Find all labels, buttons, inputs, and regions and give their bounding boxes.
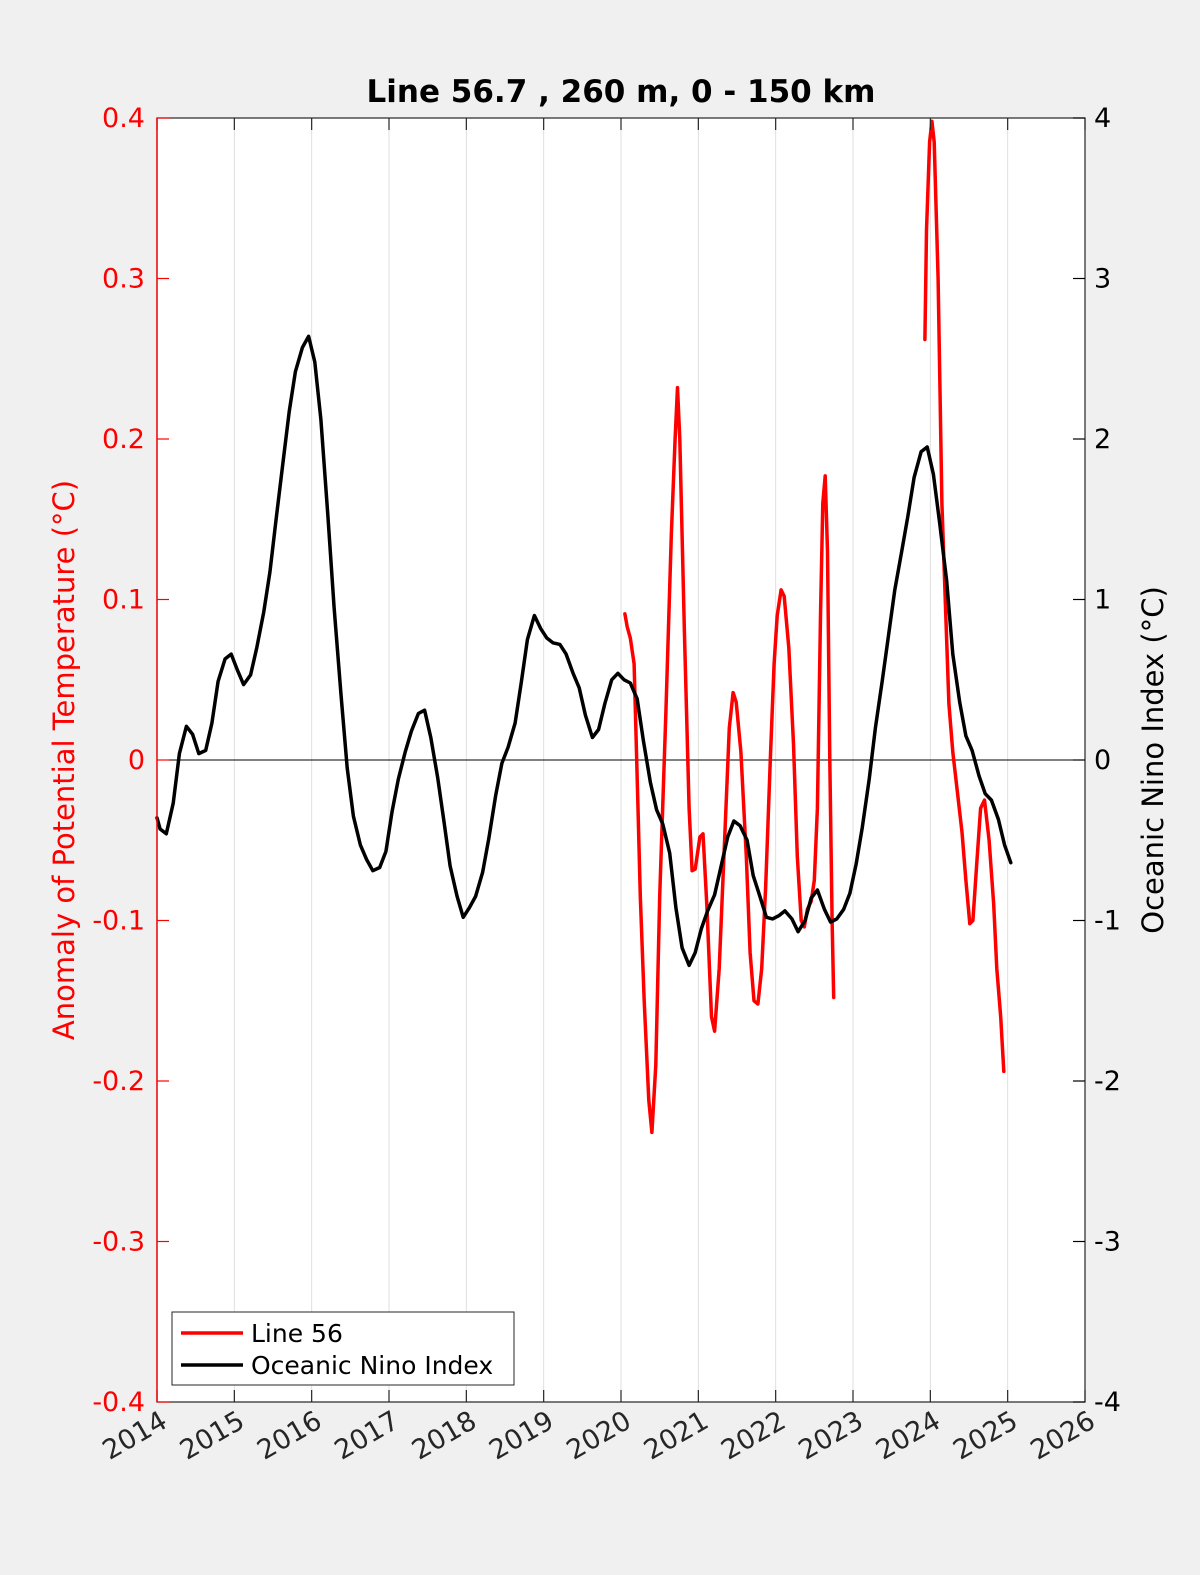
series-line56-segment-2	[923, 119, 1006, 1074]
y-left-tick-label: 0.3	[102, 264, 145, 295]
y-right-tick-label: -1	[1094, 906, 1121, 937]
y-left-tick-label: 0.4	[102, 103, 145, 134]
y-right-tick-label: 2	[1094, 424, 1111, 455]
y-left-tick-label: 0.2	[102, 424, 145, 455]
y-left-tick-label: -0.3	[92, 1227, 145, 1258]
legend-label-line56: Line 56	[251, 1319, 343, 1348]
y-left-tick-label: 0.1	[102, 585, 145, 616]
y-right-tick-label: 4	[1094, 103, 1111, 134]
y-right-tick-label: -4	[1094, 1387, 1121, 1418]
y-right-tick-label: 3	[1094, 264, 1111, 295]
y-axis-left-label: Anomaly of Potential Temperature (°C)	[47, 480, 81, 1040]
legend-label-oni: Oceanic Nino Index	[251, 1351, 493, 1380]
series-layer	[155, 119, 1013, 1135]
legend-box	[171, 1311, 515, 1386]
legend: Line 56 Oceanic Nino Index	[171, 1311, 515, 1386]
y-right-tick-label: 1	[1094, 585, 1111, 616]
y-axis-right-label: Oceanic Nino Index (°C)	[1136, 586, 1170, 934]
y-left-tick-label: -0.4	[92, 1387, 145, 1418]
series-oni-segment-1	[155, 334, 1013, 968]
chart-title: Line 56.7 , 260 m, 0 - 150 km	[367, 74, 876, 110]
y-right-tick-label: -3	[1094, 1227, 1121, 1258]
y-left-tick-label: 0	[128, 745, 145, 776]
y-right-tick-label: -2	[1094, 1066, 1121, 1097]
y-right-tick-label: 0	[1094, 745, 1111, 776]
y-left-tick-label: -0.2	[92, 1066, 145, 1097]
y-left-tick-label: -0.1	[92, 906, 145, 937]
